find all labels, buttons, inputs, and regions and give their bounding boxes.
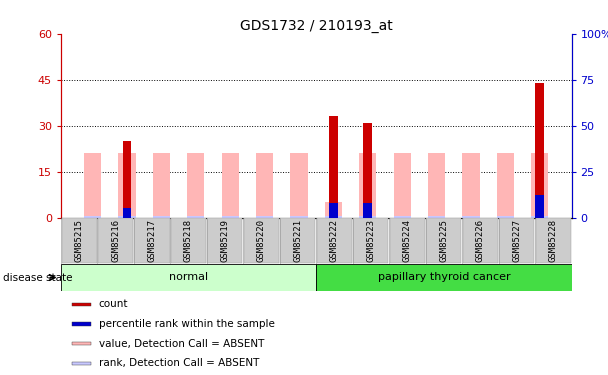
Bar [463,218,498,263]
Text: papillary thyroid cancer: papillary thyroid cancer [378,273,510,282]
Bar [497,216,514,217]
Bar [390,218,425,263]
Bar [153,153,170,218]
Bar [280,218,316,263]
Bar [61,218,97,263]
Text: disease state: disease state [3,273,72,283]
Bar [72,362,91,365]
Bar [426,218,461,263]
Bar [359,216,376,217]
Bar [497,153,514,218]
Bar [123,209,131,218]
Bar [153,216,170,217]
Bar [119,216,136,217]
Bar [462,216,480,217]
Text: value, Detection Call = ABSENT: value, Detection Call = ABSENT [98,339,264,349]
Text: GSM85223: GSM85223 [367,219,375,262]
Text: percentile rank within the sample: percentile rank within the sample [98,319,275,329]
Bar [428,153,445,218]
Bar [325,202,342,217]
Bar [353,218,389,263]
Bar [291,216,308,217]
Text: GSM85225: GSM85225 [440,219,448,262]
Text: GSM85221: GSM85221 [294,219,302,262]
Text: normal: normal [169,273,208,282]
Bar [72,322,91,326]
Bar [462,153,480,218]
Text: count: count [98,299,128,309]
Bar [244,218,279,263]
Bar [187,216,204,217]
Bar [317,218,352,263]
Text: GSM85218: GSM85218 [184,219,193,262]
Text: GSM85226: GSM85226 [476,219,485,262]
Bar [393,153,411,218]
Bar [72,342,91,345]
Bar [207,218,243,263]
Text: GSM85216: GSM85216 [111,219,120,262]
Bar [428,216,445,217]
Text: rank, Detection Call = ABSENT: rank, Detection Call = ABSENT [98,358,259,368]
Text: GSM85217: GSM85217 [148,219,156,262]
Bar [123,141,131,218]
Bar [84,153,101,218]
Title: GDS1732 / 210193_at: GDS1732 / 210193_at [240,19,393,33]
Bar [531,153,548,218]
Bar [61,264,316,291]
Bar [531,216,548,217]
Bar [536,195,544,217]
Text: GSM85220: GSM85220 [257,219,266,262]
Bar [291,153,308,218]
Bar [359,153,376,218]
Bar [536,83,544,218]
Text: GSM85227: GSM85227 [513,219,521,262]
Text: GSM85224: GSM85224 [403,219,412,262]
Bar [393,216,411,217]
Bar [499,218,534,263]
Bar [329,116,337,218]
Bar [171,218,206,263]
Bar [256,153,273,218]
Bar [134,218,170,263]
Bar [221,153,239,218]
Bar [119,153,136,218]
Bar [325,216,342,217]
Bar [536,218,571,263]
Bar [256,216,273,217]
Bar [187,153,204,218]
Bar [329,203,337,217]
Text: GSM85222: GSM85222 [330,219,339,262]
Bar [72,303,91,306]
Bar [221,216,239,217]
Bar [364,203,372,217]
Bar [316,264,572,291]
Bar [364,123,372,218]
Bar [98,218,133,263]
Text: GSM85228: GSM85228 [549,219,558,262]
Bar [84,216,101,217]
Text: GSM85215: GSM85215 [75,219,83,262]
Text: GSM85219: GSM85219 [221,219,229,262]
